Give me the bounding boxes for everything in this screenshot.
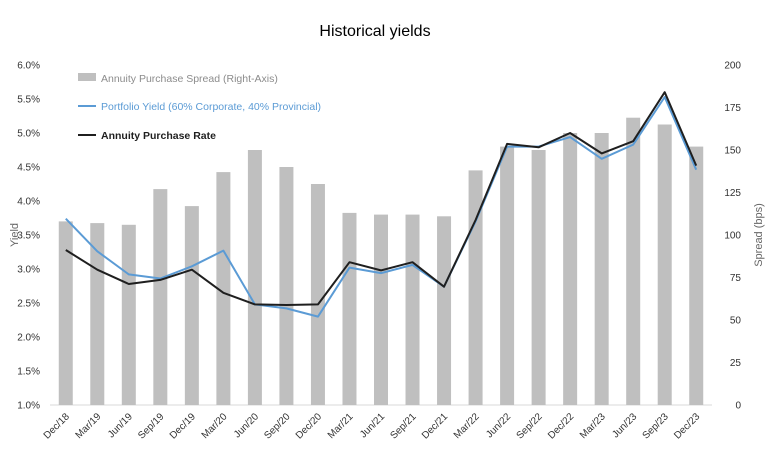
- portfolio-yield-line: [65, 96, 698, 318]
- x-tick-label: Mar/23: [578, 411, 608, 441]
- left-axis-ticks: 1.0% 1.5% 2.0% 2.5% 3.0% 3.5% 4.0% 4.5% 5.0% 5.5%…: [17, 61, 40, 412]
- spread-bar: [531, 150, 546, 405]
- spread-bar: [594, 133, 609, 405]
- x-axis-ticks: Dec/18 Mar/19 Jun/19 Sep/19 Dec/19 Mar/20 Jun/…: [42, 411, 703, 442]
- x-tick-label: Jun/20: [232, 411, 261, 440]
- right-tick-label: 125: [724, 188, 741, 199]
- annuity-purchase-rate-line: [65, 91, 698, 306]
- left-tick-label: 3.0%: [17, 265, 40, 276]
- left-tick-label: 6.0%: [17, 61, 40, 72]
- spread-bar: [310, 184, 325, 405]
- legend-portfolio-yield-label: Portfolio Yield (60% Corporate, 40% Prov…: [101, 101, 321, 113]
- spread-bar: [500, 146, 515, 405]
- x-tick-label: Dec/18: [42, 411, 72, 441]
- right-tick-label: 75: [730, 273, 742, 284]
- spread-bar: [374, 214, 388, 405]
- spread-bars: [58, 117, 704, 405]
- left-tick-label: 4.5%: [17, 163, 40, 174]
- spread-bar: [58, 221, 73, 405]
- right-tick-label: 100: [724, 231, 741, 242]
- x-tick-label: Dec/20: [294, 411, 324, 441]
- spread-bar: [563, 133, 578, 405]
- legend-spread-swatch: [78, 73, 96, 81]
- left-axis-label: Yield: [9, 223, 21, 247]
- left-tick-label: 5.5%: [17, 95, 40, 106]
- spread-bar: [279, 167, 294, 405]
- x-tick-label: Jun/19: [106, 411, 135, 440]
- x-tick-label: Mar/21: [326, 411, 356, 441]
- spread-bar: [689, 146, 704, 405]
- x-tick-label: Sep/23: [641, 411, 671, 441]
- right-tick-label: 200: [724, 61, 741, 72]
- right-tick-label: 0: [735, 401, 741, 412]
- x-tick-label: Dec/21: [420, 411, 450, 441]
- legend-annuity-rate-label: Annuity Purchase Rate: [101, 130, 216, 142]
- right-axis-ticks: 0 25 50 75 100 125 150 175 200: [724, 61, 741, 412]
- spread-bar: [247, 150, 262, 405]
- x-tick-label: Sep/21: [388, 411, 418, 441]
- x-tick-label: Dec/22: [546, 411, 576, 441]
- left-tick-label: 1.5%: [17, 367, 40, 378]
- spread-bar: [153, 189, 168, 405]
- spread-bar: [468, 170, 483, 405]
- spread-bar: [626, 117, 641, 405]
- x-tick-label: Dec/19: [168, 411, 198, 441]
- left-tick-label: 5.0%: [17, 129, 40, 140]
- right-tick-label: 150: [724, 146, 741, 157]
- left-tick-label: 4.0%: [17, 197, 40, 208]
- x-tick-label: Mar/19: [74, 411, 104, 441]
- spread-bar: [184, 206, 199, 405]
- x-tick-label: Jun/22: [484, 411, 513, 440]
- spread-bar: [657, 124, 672, 405]
- x-tick-label: Sep/20: [262, 411, 292, 441]
- right-tick-label: 175: [724, 103, 741, 114]
- x-tick-label: Dec/23: [672, 411, 702, 441]
- x-tick-label: Sep/19: [136, 411, 166, 441]
- x-tick-label: Jun/21: [358, 411, 387, 440]
- chart-title: Historical yields: [319, 23, 430, 40]
- yield-lines: [65, 91, 698, 318]
- x-tick-label: Mar/20: [200, 411, 230, 441]
- right-axis-label: Spread (bps): [753, 203, 765, 267]
- left-tick-label: 3.5%: [17, 231, 40, 242]
- legend: Annuity Purchase Spread (Right-Axis) Port…: [78, 73, 321, 142]
- legend-spread-label: Annuity Purchase Spread (Right-Axis): [101, 73, 278, 85]
- spread-bar: [121, 224, 136, 405]
- spread-bar: [437, 216, 452, 405]
- left-tick-label: 1.0%: [17, 401, 40, 412]
- left-tick-label: 2.5%: [17, 299, 40, 310]
- right-tick-label: 25: [730, 358, 742, 369]
- right-tick-label: 50: [730, 316, 742, 327]
- x-tick-label: Mar/22: [452, 411, 482, 441]
- spread-bar: [342, 212, 357, 405]
- spread-bar: [405, 214, 420, 405]
- spread-bar: [216, 172, 231, 405]
- x-tick-label: Jun/23: [610, 411, 639, 440]
- left-tick-label: 2.0%: [17, 333, 40, 344]
- x-tick-label: Sep/22: [515, 411, 545, 441]
